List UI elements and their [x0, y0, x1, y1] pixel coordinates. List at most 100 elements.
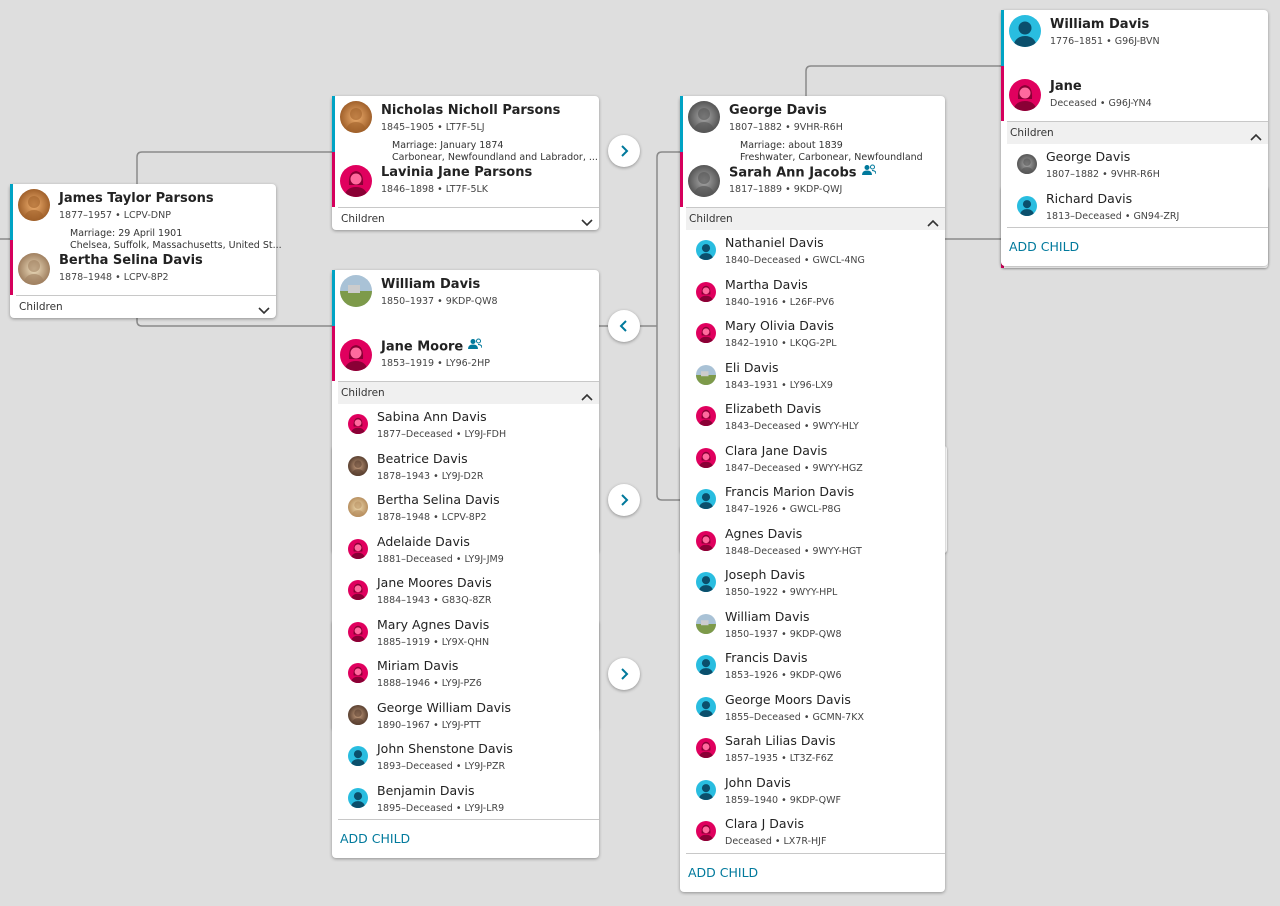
children-toggle[interactable]: Children [686, 207, 945, 230]
child-row[interactable]: Miriam Davis 1888–1946 • LY9J-PZ6 [338, 653, 599, 695]
child-name[interactable]: William Davis [725, 608, 810, 624]
child-row[interactable]: Francis Marion Davis 1847–1926 • GWCL-P8G [686, 479, 945, 521]
child-name[interactable]: Francis Marion Davis [725, 484, 855, 499]
child-name[interactable]: Sabina Ann Davis [377, 409, 487, 424]
child-name[interactable]: Agnes Davis [725, 525, 803, 541]
wife-avatar[interactable] [340, 339, 372, 371]
wife-avatar[interactable] [688, 165, 720, 197]
children-toggle[interactable]: Children [338, 207, 599, 230]
chevron[interactable] [258, 302, 270, 325]
person-name[interactable]: Bertha Selina Davis [59, 253, 203, 268]
child-name[interactable]: Richard Davis [1046, 190, 1133, 206]
child-name[interactable]: Miriam Davis [377, 658, 459, 673]
expand-button[interactable] [608, 135, 640, 167]
wife-name[interactable]: Jane [1050, 78, 1082, 96]
child-row[interactable]: Agnes Davis 1848–Deceased • 9WYY-HGT [686, 521, 945, 563]
collapse-button[interactable] [608, 310, 640, 342]
child-row[interactable]: Clara J Davis Deceased • LX7R-HJF [686, 811, 945, 853]
child-name[interactable]: Clara Jane Davis [725, 442, 828, 458]
wife-name[interactable]: Bertha Selina Davis [59, 252, 203, 270]
husband-name[interactable]: George Davis [729, 102, 827, 120]
child-row[interactable]: John Shenstone Davis 1893–Deceased • LY9J… [338, 736, 599, 778]
child-row[interactable]: Benjamin Davis 1895–Deceased • LY9J-LR9 [338, 778, 599, 820]
child-row[interactable]: Nathaniel Davis 1840–Deceased • GWCL-4NG [686, 230, 945, 272]
child-row[interactable]: George Davis 1807–1882 • 9VHR-R6H [1007, 144, 1268, 186]
person-name[interactable]: Lavinia Jane Parsons [381, 165, 533, 180]
child-name[interactable]: John Davis [725, 774, 791, 790]
wife-name[interactable]: Lavinia Jane Parsons [381, 164, 532, 182]
wife-name[interactable]: Sarah Ann Jacobs [729, 164, 876, 183]
child-name[interactable]: Francis Davis [725, 650, 808, 665]
expand-button[interactable] [608, 658, 640, 690]
person-name[interactable]: Sarah Ann Jacobs [729, 165, 857, 181]
add-child[interactable]: ADD CHILD [338, 819, 599, 858]
child-row[interactable]: Adelaide Davis 1881–Deceased • LY9J-JM9 [338, 529, 599, 571]
person-name[interactable]: James Taylor Parsons [59, 191, 214, 206]
husband-name[interactable]: James Taylor Parsons [59, 190, 214, 208]
chevron[interactable] [581, 214, 593, 237]
child-name[interactable]: Benjamin Davis [377, 782, 475, 798]
child-name[interactable]: George Moors Davis [725, 691, 851, 707]
child-name[interactable]: Sarah Lilias Davis [725, 733, 836, 748]
husband-avatar[interactable] [1009, 15, 1041, 47]
child-name[interactable]: Beatrice Davis [377, 450, 468, 466]
child-row[interactable]: Francis Davis 1853–1926 • 9KDP-QW6 [686, 645, 945, 687]
child-name[interactable]: John Shenstone Davis [377, 741, 513, 756]
person-name[interactable]: Jane [1050, 79, 1082, 94]
chevron[interactable] [927, 214, 939, 237]
husband-name[interactable]: William Davis [381, 276, 480, 294]
child-row[interactable]: Richard Davis 1813–Deceased • GN94-ZRJ [1007, 186, 1268, 228]
child-name[interactable]: Clara J Davis [725, 816, 804, 831]
expand-button[interactable] [608, 484, 640, 516]
add-child[interactable]: ADD CHILD [1007, 227, 1268, 266]
husband-avatar[interactable] [340, 275, 372, 307]
wife-avatar[interactable] [18, 253, 50, 285]
child-name[interactable]: Adelaide Davis [377, 533, 470, 549]
child-row[interactable]: Sabina Ann Davis 1877–Deceased • LY9J-FDH [338, 404, 599, 446]
add-child[interactable]: ADD CHILD [686, 852, 945, 892]
husband-name[interactable]: William Davis [1050, 16, 1149, 34]
child-name[interactable]: George Davis [1046, 149, 1131, 164]
person-name[interactable]: Nicholas Nicholl Parsons [381, 103, 561, 118]
children-toggle[interactable]: Children [1007, 121, 1268, 144]
child-row[interactable]: Jane Moores Davis 1884–1943 • G83Q-8ZR [338, 570, 599, 612]
chevron[interactable] [1250, 128, 1262, 151]
child-name[interactable]: Joseph Davis [725, 567, 806, 582]
relationship-icon[interactable] [861, 164, 876, 182]
child-name[interactable]: George William Davis [377, 699, 511, 715]
child-row[interactable]: Beatrice Davis 1878–1943 • LY9J-D2R [338, 446, 599, 488]
child-row[interactable]: Sarah Lilias Davis 1857–1935 • LT3Z-F6Z [686, 728, 945, 770]
child-name[interactable]: Mary Olivia Davis [725, 318, 834, 333]
chevron[interactable] [581, 388, 593, 411]
child-row[interactable]: George William Davis 1890–1967 • LY9J-PTT [338, 695, 599, 737]
child-row[interactable]: Mary Agnes Davis 1885–1919 • LY9X-QHN [338, 612, 599, 654]
husband-avatar[interactable] [340, 101, 372, 133]
child-name[interactable]: Jane Moores Davis [377, 575, 492, 590]
child-row[interactable]: Martha Davis 1840–1916 • L26F-PV6 [686, 272, 945, 314]
person-name[interactable]: William Davis [1050, 17, 1150, 32]
child-name[interactable]: Elizabeth Davis [725, 401, 822, 416]
child-row[interactable]: Joseph Davis 1850–1922 • 9WYY-HPL [686, 562, 945, 604]
person-name[interactable]: William Davis [381, 277, 481, 292]
child-row[interactable]: Eli Davis 1843–1931 • LY96-LX9 [686, 355, 945, 397]
child-row[interactable]: Mary Olivia Davis 1842–1910 • LKQG-2PL [686, 313, 945, 355]
child-row[interactable]: Bertha Selina Davis 1878–1948 • LCPV-8P2 [338, 487, 599, 529]
child-row[interactable]: Elizabeth Davis 1843–Deceased • 9WYY-HLY [686, 396, 945, 438]
person-name[interactable]: Jane Moore [381, 339, 464, 355]
children-toggle[interactable]: Children [16, 295, 276, 318]
child-name[interactable]: Mary Agnes Davis [377, 616, 490, 632]
wife-avatar[interactable] [1009, 79, 1041, 111]
relationship-icon[interactable] [468, 338, 483, 356]
husband-name[interactable]: Nicholas Nicholl Parsons [381, 102, 560, 120]
child-row[interactable]: George Moors Davis 1855–Deceased • GCMN-7… [686, 687, 945, 729]
child-name[interactable]: Bertha Selina Davis [377, 492, 500, 507]
person-name[interactable]: George Davis [729, 103, 827, 118]
wife-name[interactable]: Jane Moore [381, 338, 483, 357]
child-row[interactable]: John Davis 1859–1940 • 9KDP-QWF [686, 770, 945, 812]
child-row[interactable]: Clara Jane Davis 1847–Deceased • 9WYY-HGZ [686, 438, 945, 480]
husband-avatar[interactable] [18, 189, 50, 221]
child-name[interactable]: Nathaniel Davis [725, 235, 824, 250]
husband-avatar[interactable] [688, 101, 720, 133]
child-row[interactable]: William Davis 1850–1937 • 9KDP-QW8 [686, 604, 945, 646]
child-name[interactable]: Martha Davis [725, 276, 808, 292]
